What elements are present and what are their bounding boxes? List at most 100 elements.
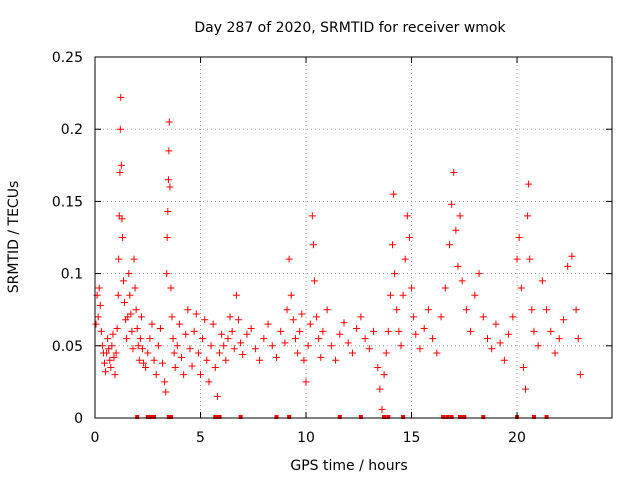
data-point [302,378,310,386]
x-tick-label: 5 [196,430,205,446]
data-point [140,359,148,367]
zero-marker [168,415,173,419]
data-point [152,371,160,379]
data-point [111,371,119,379]
zero-marker [544,415,549,419]
data-point [526,255,534,263]
data-point [517,284,525,292]
data-point [281,339,289,347]
data-point [365,345,373,353]
data-point [395,327,403,335]
y-tick-label: 0.2 [61,122,83,138]
data-point [401,255,409,263]
data-point [551,349,559,357]
data-point [118,215,126,223]
data-point [107,363,115,371]
data-point [564,262,572,270]
data-point [146,335,154,343]
data-point [128,327,136,335]
x-tick-label: 10 [297,430,315,446]
data-point [568,252,576,260]
data-point [572,306,580,314]
data-point [106,356,114,364]
data-point [162,388,170,396]
data-point [519,363,527,371]
zero-marker [274,415,279,419]
data-point [471,291,479,299]
data-point [182,330,190,338]
data-point [479,313,487,321]
data-point [408,284,416,292]
data-point [420,324,428,332]
data-point [142,363,150,371]
data-point [170,349,178,357]
data-point [247,324,255,332]
data-point [164,208,172,216]
data-point [509,313,517,321]
data-point [100,359,108,367]
data-point [393,306,401,314]
data-point [462,306,470,314]
data-point [336,330,344,338]
data-point [300,356,308,364]
data-point [154,342,162,350]
data-point [528,306,536,314]
zero-markers [135,415,549,419]
data-point [374,363,382,371]
data-point [283,306,291,314]
data-point [382,349,390,357]
data-point [397,342,405,350]
data-point [410,313,418,321]
data-point [163,270,171,278]
x-tick-label: 15 [403,430,421,446]
data-point [216,349,224,357]
y-axis-label: SRMTID / TECUs [6,181,22,294]
zero-marker [166,415,171,419]
x-axis-label: GPS time / hours [290,458,407,474]
data-point [391,270,399,278]
data-point [104,335,112,343]
data-point [213,392,221,400]
zero-marker [441,415,446,419]
data-point [96,301,104,309]
data-point [211,363,219,371]
data-point [251,345,259,353]
data-point [92,320,100,328]
data-point [313,313,321,321]
zero-marker [382,415,387,419]
data-point [94,313,102,321]
data-point [150,356,158,364]
data-point [232,291,240,299]
data-point [112,349,120,357]
data-point [164,176,172,184]
axes: 0 0.05 0.1 0.15 0.2 0.25 0 5 10 15 20 [52,50,613,446]
x-tick-label: 20 [508,430,526,446]
zero-marker [462,415,467,419]
data-point [412,330,420,338]
data-point [446,241,454,249]
data-point [389,241,397,249]
plot-frame [94,56,613,419]
y-tick-label: 0.1 [61,267,83,283]
data-point [433,349,441,357]
zero-marker [358,415,363,419]
data-point [386,291,394,299]
data-point [110,353,118,361]
data-point [298,310,306,318]
data-point [134,342,142,350]
data-point [538,277,546,285]
data-point [315,335,323,343]
data-point [496,339,504,347]
zero-marker [531,415,536,419]
data-point [203,356,211,364]
data-point [148,320,156,328]
data-point [492,320,500,328]
zero-marker [213,415,218,419]
zero-marker [145,415,150,419]
data-point [102,368,110,376]
data-point [159,359,167,367]
data-point [559,316,567,324]
y-tick-label: 0.05 [52,339,83,355]
data-point [119,277,127,285]
data-point [228,327,236,335]
